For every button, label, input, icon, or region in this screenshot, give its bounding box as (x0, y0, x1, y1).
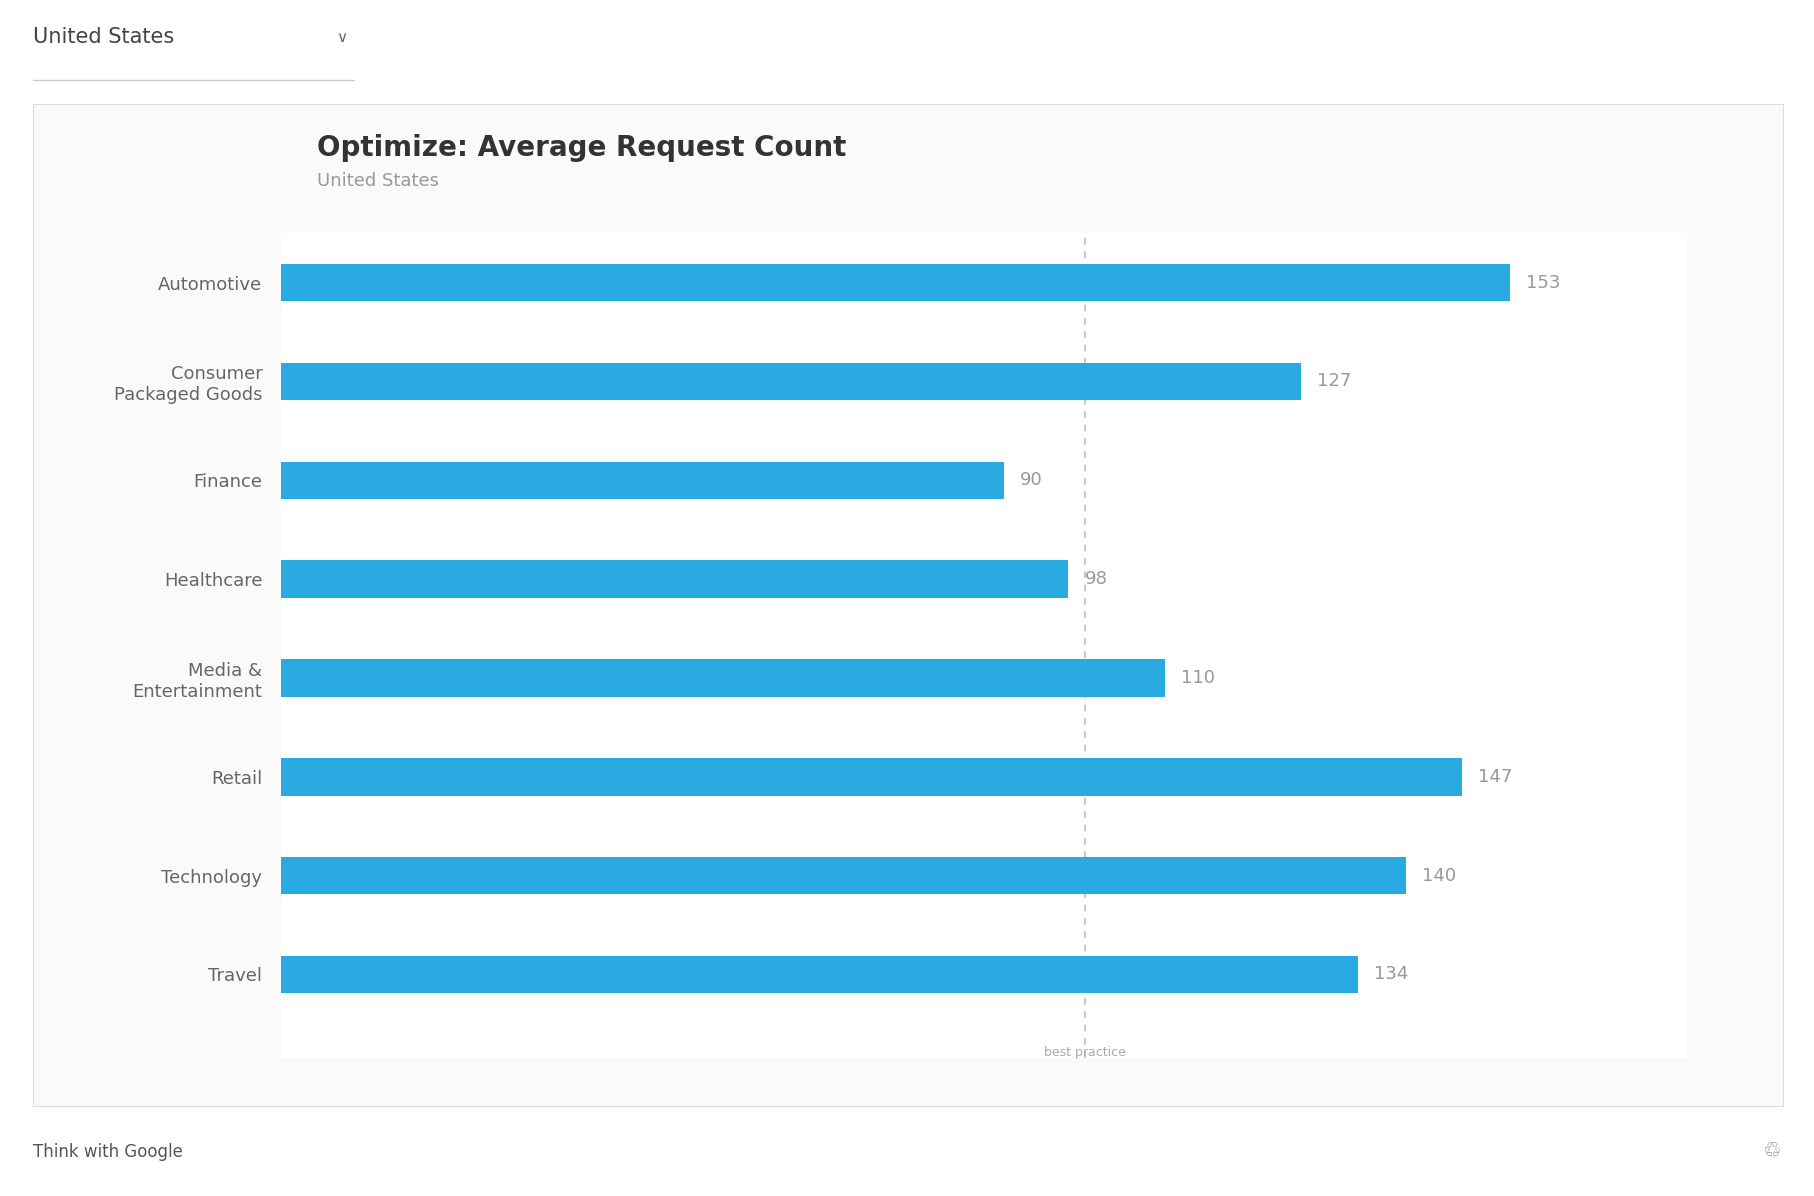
Bar (281, 462, 1005, 499)
Bar (281, 362, 1301, 401)
Bar (281, 956, 1357, 993)
Text: 90: 90 (1019, 471, 1043, 489)
Bar (281, 659, 1165, 697)
Text: best practice: best practice (1043, 1045, 1125, 1058)
Text: 98: 98 (1085, 570, 1107, 588)
Bar (281, 561, 1068, 598)
Text: 140: 140 (1422, 867, 1457, 885)
Text: ∨: ∨ (336, 30, 346, 44)
Bar (281, 758, 1462, 795)
Text: United States: United States (33, 28, 174, 48)
Text: 127: 127 (1317, 372, 1351, 390)
Text: 147: 147 (1478, 768, 1513, 786)
Text: 134: 134 (1373, 965, 1408, 983)
Text: Think with Google: Think with Google (33, 1143, 183, 1161)
Bar (281, 264, 1511, 301)
Text: 110: 110 (1181, 669, 1215, 687)
Text: Optimize: Average Request Count: Optimize: Average Request Count (317, 134, 847, 161)
Text: ♲: ♲ (1763, 1142, 1781, 1163)
Text: 153: 153 (1526, 274, 1560, 292)
Bar (281, 856, 1406, 895)
Text: United States: United States (317, 172, 439, 190)
